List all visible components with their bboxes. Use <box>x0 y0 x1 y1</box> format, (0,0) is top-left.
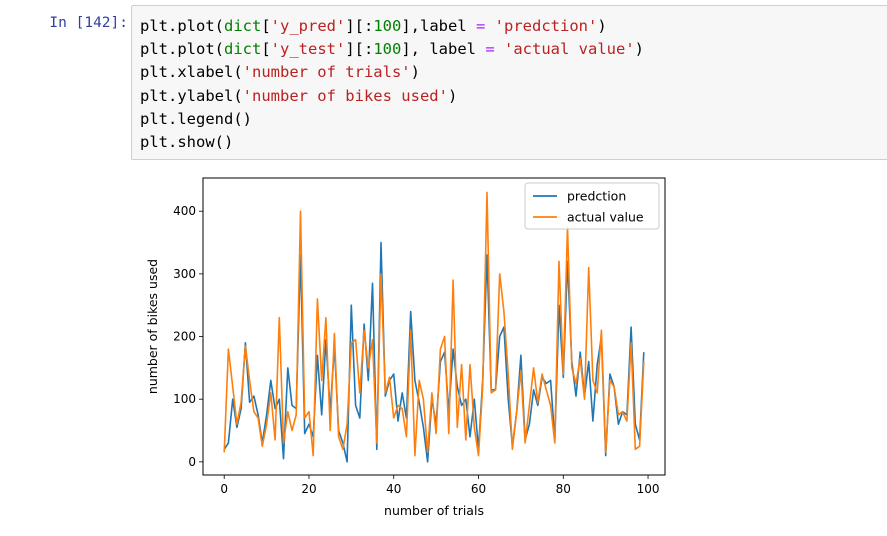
plot-frame <box>202 177 666 476</box>
code-token <box>495 40 504 58</box>
y-tick-label: 300 <box>173 267 196 281</box>
code-token: 100 <box>373 17 402 35</box>
code-token: 'number of trials' <box>242 63 411 82</box>
code-token <box>485 17 494 35</box>
x-axis-label: number of trials <box>384 503 484 518</box>
y-tick-label: 400 <box>173 204 196 218</box>
x-tick-label: 40 <box>386 482 401 496</box>
code-editor[interactable]: plt.plot(dict['y_pred'][:100],label = 'p… <box>140 15 644 154</box>
code-token: 'y_test' <box>270 40 346 59</box>
x-tick-label: 80 <box>556 482 571 496</box>
code-cell-input[interactable]: plt.plot(dict['y_pred'][:100],label = 'p… <box>131 5 887 160</box>
code-token: plt.xlabel( <box>140 63 243 82</box>
code-token: dict <box>224 17 262 35</box>
code-token: 'actual value' <box>504 40 635 59</box>
cell-output: 0 20 40 60 80 100 0 100 200 300 400 number of trial… <box>140 168 670 533</box>
code-token: 'predction' <box>494 17 598 35</box>
code-token: ][: <box>345 40 374 59</box>
y-tick-label: 0 <box>188 455 196 469</box>
code-token: 100 <box>373 40 402 59</box>
x-tick-label: 20 <box>301 482 316 496</box>
code-token: ][: <box>345 17 374 35</box>
legend-box <box>524 182 660 230</box>
line-chart: 0 20 40 60 80 100 0 100 200 300 400 number of trial… <box>145 177 666 518</box>
code-line: plt.ylabel('number of bikes used') <box>140 87 457 105</box>
code-token: plt.plot( <box>140 17 224 35</box>
series-line-actual-value <box>223 191 645 457</box>
code-token: dict <box>224 40 262 59</box>
code-token: ],label <box>401 17 476 35</box>
code-token: ) <box>634 40 645 59</box>
code-line: plt.plot(dict['y_pred'][:100],label = 'p… <box>140 17 607 35</box>
code-token: [ <box>261 40 271 59</box>
y-axis-label: number of bikes used <box>145 259 160 394</box>
code-line: plt.xlabel('number of trials') <box>140 63 420 81</box>
code-token: = <box>475 17 486 35</box>
legend-label: actual value <box>567 210 644 225</box>
code-token: ) <box>410 63 420 82</box>
code-token: plt.legend() <box>140 109 252 128</box>
input-prompt: In [142]: <box>49 15 128 31</box>
legend-label: predction <box>567 189 626 204</box>
code-line: plt.legend() <box>140 110 252 128</box>
x-tick-label: 100 <box>637 482 660 496</box>
code-token: plt.ylabel( <box>140 86 243 105</box>
code-token: ) <box>597 17 607 35</box>
code-token: 'y_pred' <box>270 17 346 35</box>
code-token: ], label <box>401 40 486 59</box>
code-line: plt.show() <box>140 133 233 151</box>
code-token: ) <box>447 86 458 105</box>
code-line: plt.plot(dict['y_test'][:100], label = '… <box>140 40 644 58</box>
code-token: 'number of bikes used' <box>242 86 448 105</box>
code-token: = <box>485 40 495 59</box>
code-token: plt.show() <box>140 133 234 152</box>
code-token: plt.plot( <box>140 40 224 59</box>
x-tick-label: 0 <box>220 482 228 496</box>
y-tick-label: 100 <box>173 392 196 406</box>
x-tick-label: 60 <box>471 482 486 496</box>
y-tick-label: 200 <box>173 330 196 344</box>
series-line-predction <box>223 241 645 463</box>
code-token: [ <box>261 17 271 35</box>
